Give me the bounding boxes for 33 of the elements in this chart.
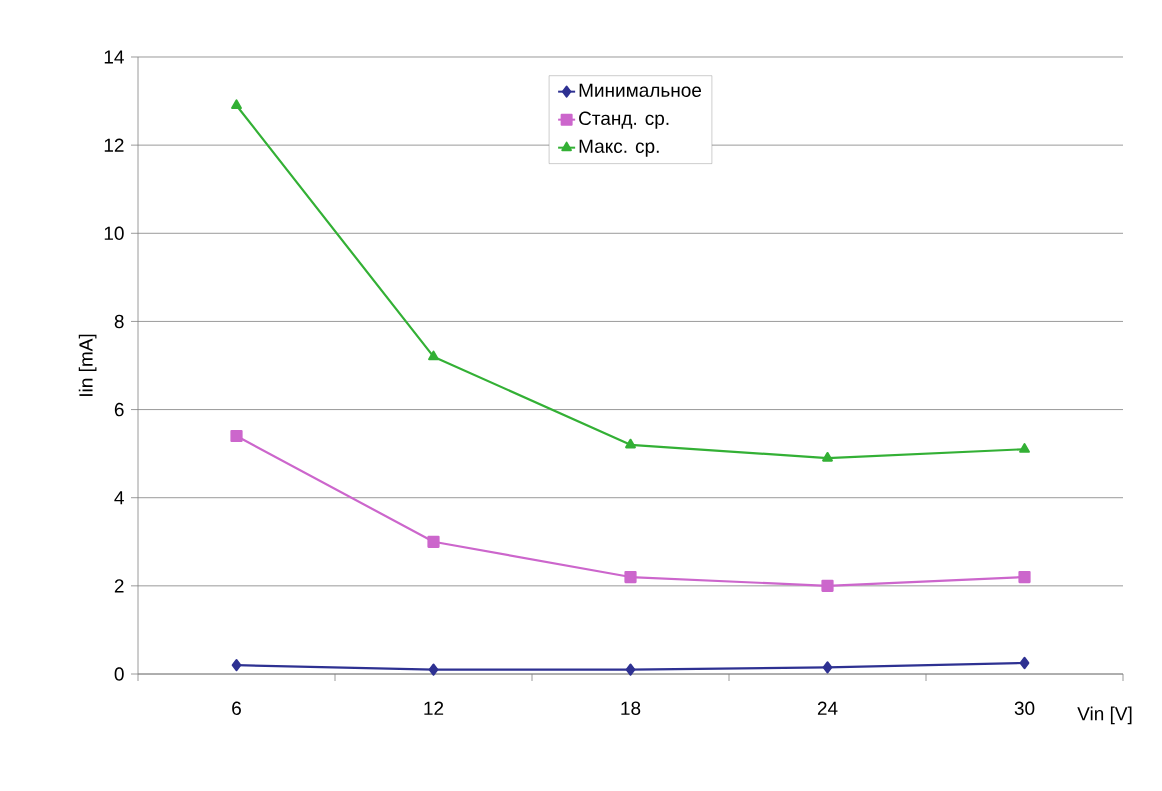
point	[822, 661, 833, 674]
point	[231, 659, 242, 672]
point	[625, 663, 636, 676]
point	[625, 438, 636, 449]
point	[822, 451, 833, 462]
y-tick-label: 2	[114, 579, 124, 593]
y-tick-label: 10	[104, 226, 124, 241]
y-tick-label: 6	[114, 402, 124, 417]
legend-label: Минимальное	[579, 83, 702, 97]
y-axis-title: Iin [mA]	[78, 334, 97, 396]
x-tick-label: 30	[1014, 701, 1035, 715]
point	[427, 535, 440, 548]
y-tick-label: 12	[104, 138, 124, 152]
legend-label: Станд. ср.	[579, 111, 669, 129]
point	[428, 350, 439, 361]
y-tick-label: 0	[114, 667, 124, 681]
point	[428, 663, 439, 676]
x-tick-label: 12	[424, 701, 444, 715]
x-axis-title: Vin [V]	[1077, 706, 1132, 725]
point	[230, 429, 243, 443]
point	[624, 570, 637, 584]
point	[821, 579, 834, 592]
x-tick-label: 6	[232, 701, 241, 715]
point	[1019, 656, 1030, 670]
legend-label: Макс. ср.	[579, 139, 659, 157]
x-tick-label: 24	[817, 701, 838, 715]
point	[1018, 570, 1031, 584]
y-tick-label: 4	[114, 491, 124, 505]
y-tick-label: 14	[104, 50, 124, 64]
point	[231, 99, 242, 110]
y-tick-label: 8	[114, 314, 124, 329]
x-tick-label: 18	[621, 701, 641, 715]
point	[1019, 443, 1030, 453]
